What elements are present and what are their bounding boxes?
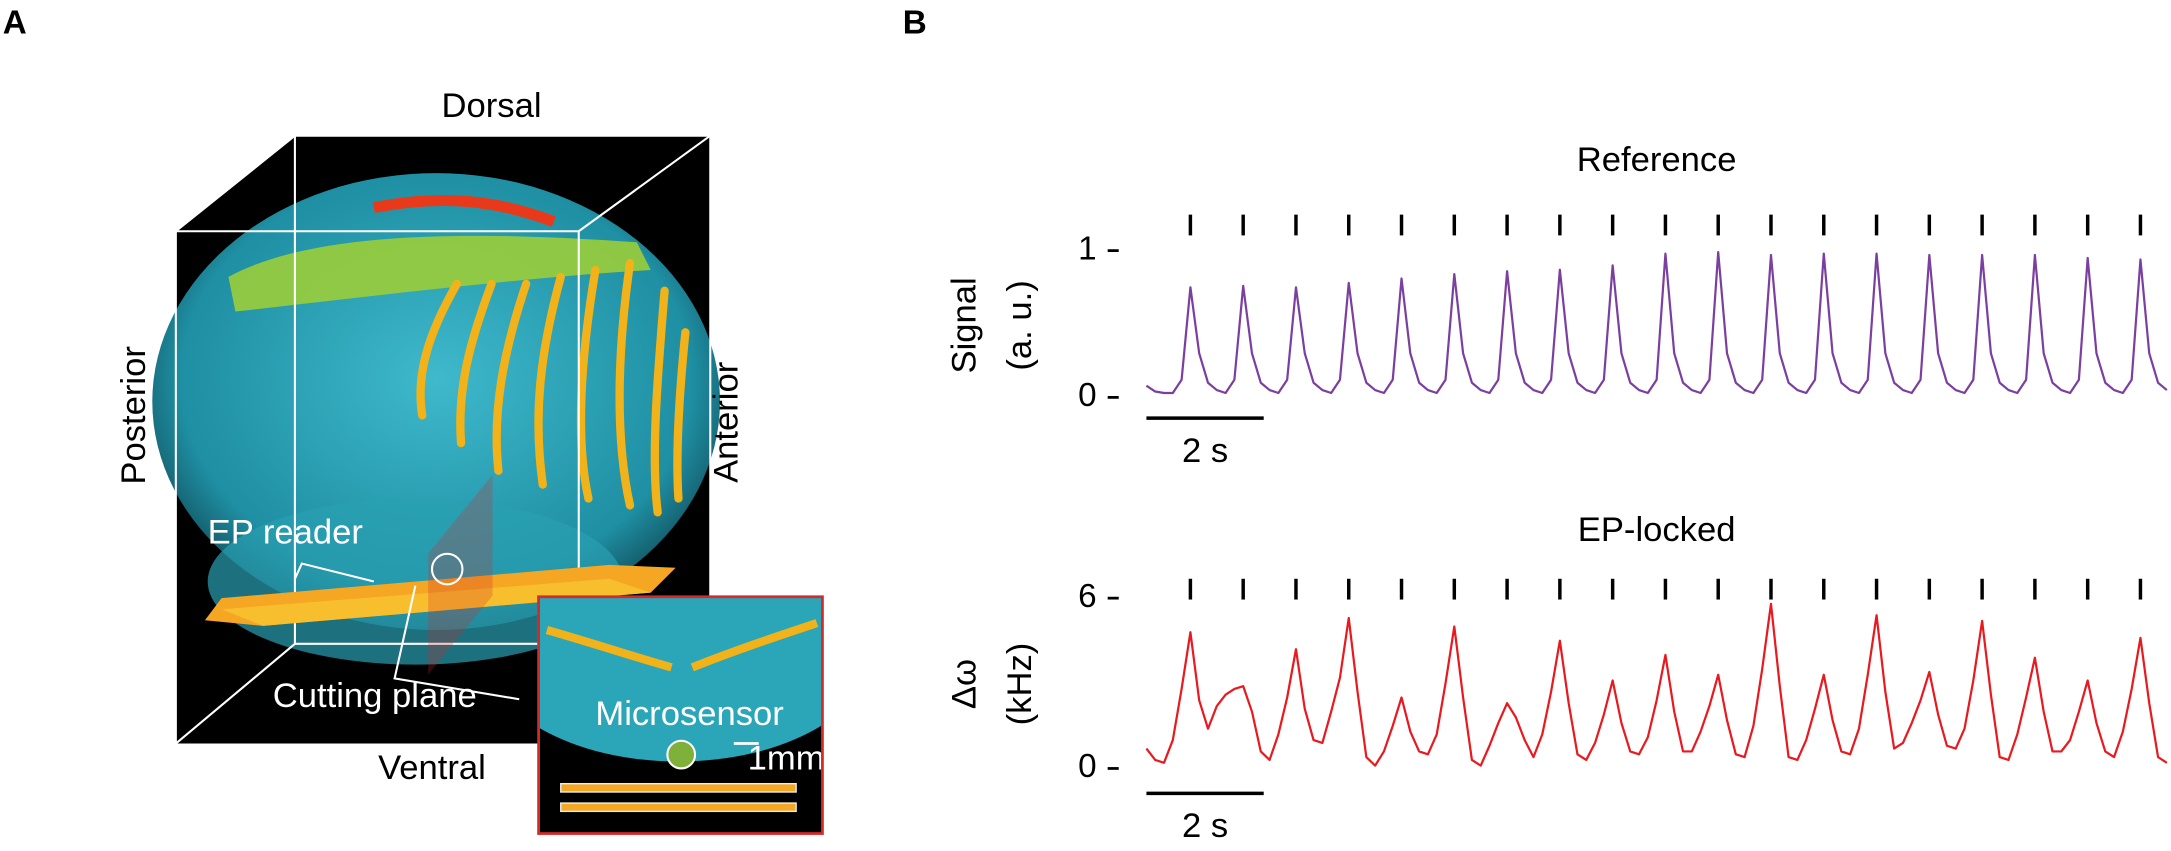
scale-bar-label: 2 s xyxy=(1182,432,1228,470)
chart-title: Reference xyxy=(1577,141,1737,179)
panel-label: B xyxy=(903,5,927,42)
trace xyxy=(1145,602,2168,767)
y-axis-label: (a. u.) xyxy=(1001,280,1039,370)
scale-label: 1mm xyxy=(748,739,825,777)
inset: Microsensor 1mm xyxy=(537,595,825,835)
annotation: EP reader xyxy=(208,514,363,552)
orientation-label: Anterior xyxy=(707,362,745,483)
y-tick-label: 0 xyxy=(1078,748,1096,785)
panel-label: A xyxy=(3,5,27,42)
y-tick-label: 0 xyxy=(1078,377,1096,414)
trace xyxy=(1145,250,2168,395)
annotation: Microsensor xyxy=(595,695,783,733)
y-axis-label: Signal xyxy=(946,277,984,373)
orientation-label: Ventral xyxy=(378,749,486,787)
y-axis-label: (kHz) xyxy=(1001,643,1039,726)
orientation-label: Posterior xyxy=(115,346,153,485)
y-axis-label: Δω xyxy=(946,659,984,709)
volume-render xyxy=(152,134,720,745)
y-tick-label: 6 xyxy=(1078,578,1096,615)
orientation-label: Dorsal xyxy=(442,87,542,125)
annotation: Cutting plane xyxy=(273,677,477,715)
chart-title: EP-locked xyxy=(1578,511,1736,549)
scale-bar-label: 2 s xyxy=(1182,807,1228,845)
y-tick-label: 1 xyxy=(1078,230,1096,267)
